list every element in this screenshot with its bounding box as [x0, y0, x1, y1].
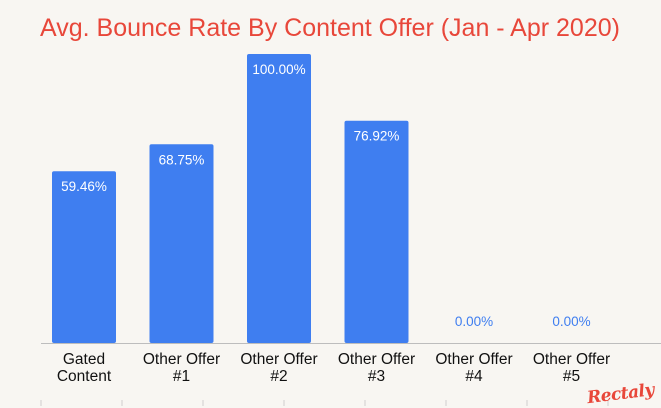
category-label: Other Offer: [143, 351, 220, 368]
category-label: #3: [368, 368, 385, 385]
bar: [247, 54, 311, 343]
category-label: #2: [270, 368, 287, 385]
data-labels-layer: 59.46% 68.75% 100.00% 76.92% 0.00% 0.00%: [61, 62, 591, 329]
data-label: 59.46%: [61, 179, 107, 194]
category-label: Other Offer: [435, 351, 512, 368]
category-label: Content: [57, 368, 112, 385]
category-label: #4: [465, 368, 483, 385]
category-label: Other Offer: [240, 351, 317, 368]
bar: [52, 171, 116, 343]
category-label: #1: [173, 368, 190, 385]
category-label: #5: [563, 368, 580, 385]
bar: [149, 144, 214, 343]
data-label: 68.75%: [159, 152, 205, 167]
chart-title: Avg. Bounce Rate By Content Offer (Jan -…: [40, 14, 620, 42]
bars-layer: [52, 54, 409, 343]
category-label: Other Offer: [338, 351, 415, 368]
bar: [344, 120, 409, 343]
category-label: Other Offer: [533, 351, 610, 368]
data-label: 76.92%: [354, 129, 400, 144]
category-label: Gated: [63, 351, 105, 368]
data-label: 0.00%: [455, 314, 493, 329]
data-label: 0.00%: [552, 314, 590, 329]
data-label: 100.00%: [252, 62, 305, 77]
